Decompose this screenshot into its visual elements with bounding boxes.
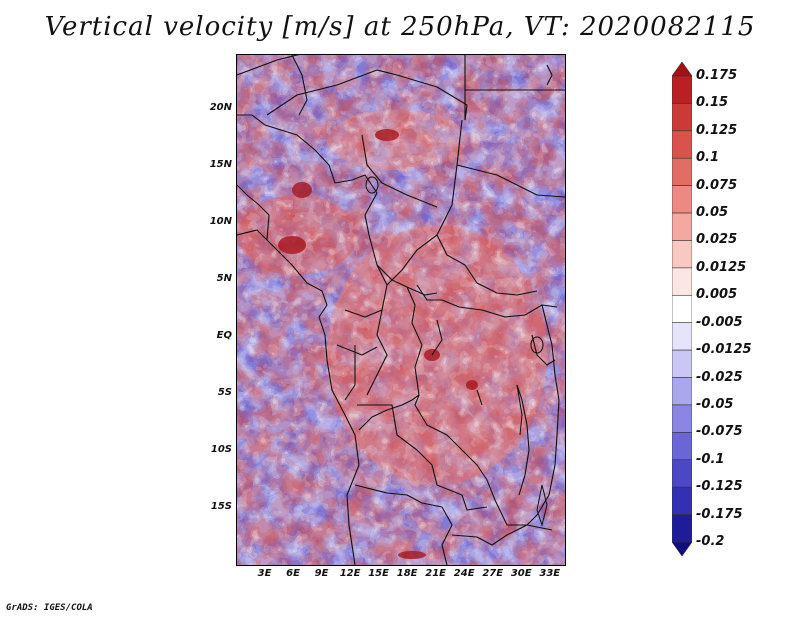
lon-tick-label: 33E xyxy=(539,568,561,579)
lat-tick-label: 5S xyxy=(217,386,232,398)
vertical-velocity-field xyxy=(237,55,565,565)
lon-tick-label: 30E xyxy=(510,568,532,579)
colorbar-swatch xyxy=(672,75,692,104)
colorbar-swatch xyxy=(672,267,692,296)
colorbar-label: -0.075 xyxy=(696,424,743,440)
colorbar-label: -0.0125 xyxy=(696,342,752,358)
colorbar-swatch xyxy=(672,62,692,77)
lat-tick-label: 10N xyxy=(209,215,232,227)
colorbar-label: 0.005 xyxy=(696,287,738,303)
colorbar-swatch xyxy=(672,514,692,543)
colorbar-swatch xyxy=(672,486,692,515)
grads-credit: GrADS: IGES/COLA xyxy=(6,603,93,613)
colorbar-label: 0.1 xyxy=(696,150,720,166)
colorbar-label: -0.05 xyxy=(696,396,734,412)
colorbar-label: -0.005 xyxy=(696,314,743,330)
colorbar-label: 0.05 xyxy=(696,205,729,221)
colorbar-swatch xyxy=(672,103,692,132)
lat-tick-label: 20N xyxy=(209,101,232,113)
colorbar-label: 0.175 xyxy=(696,68,738,83)
colorbar-swatch xyxy=(672,294,692,324)
lon-tick-label: 18E xyxy=(396,568,418,579)
colorbar-label: -0.2 xyxy=(696,534,725,549)
colorbar xyxy=(672,62,692,556)
colorbar-swatch xyxy=(672,157,692,186)
colorbar-label: 0.0125 xyxy=(696,259,747,275)
colorbar-swatch xyxy=(672,322,692,351)
lat-tick-label: EQ xyxy=(216,329,232,341)
colorbar-label: 0.025 xyxy=(696,232,738,248)
colorbar-label: 0.075 xyxy=(696,177,738,193)
lon-tick-label: 21E xyxy=(425,568,447,579)
lat-tick-label: 15S xyxy=(210,500,232,512)
lon-tick-label: 9E xyxy=(314,568,329,579)
colorbar-label: -0.125 xyxy=(696,479,743,495)
colorbar-swatch xyxy=(672,541,692,556)
colorbar-swatch xyxy=(672,130,692,159)
lon-tick-label: 15E xyxy=(368,568,389,579)
lat-tick-label: 15N xyxy=(209,158,232,170)
colorbar-label: -0.1 xyxy=(696,451,725,467)
lon-tick-label: 6E xyxy=(286,568,300,579)
lon-tick-label: 3E xyxy=(257,568,272,579)
colorbar-swatch xyxy=(672,377,692,406)
colorbar-swatch xyxy=(672,459,692,488)
lon-tick-label: 12E xyxy=(339,568,361,579)
lon-tick-label: 27E xyxy=(482,568,504,579)
colorbar-swatch xyxy=(672,240,692,269)
map-panel[interactable] xyxy=(236,54,566,566)
lat-tick-label: 10S xyxy=(210,443,232,455)
colorbar-label: -0.025 xyxy=(696,369,743,385)
chart-title: Vertical velocity [m/s] at 250hPa, VT: 2… xyxy=(44,12,756,42)
lon-tick-label: 24E xyxy=(453,568,475,579)
colorbar-swatch xyxy=(672,185,692,214)
colorbar-swatch xyxy=(672,349,692,378)
colorbar-label: 0.15 xyxy=(696,95,729,111)
colorbar-swatch xyxy=(672,212,692,241)
colorbar-label: -0.175 xyxy=(696,506,743,522)
lat-tick-label: 5N xyxy=(216,272,232,284)
colorbar-swatch xyxy=(672,404,692,433)
colorbar-label: 0.125 xyxy=(696,122,738,138)
colorbar-swatch xyxy=(672,432,692,461)
